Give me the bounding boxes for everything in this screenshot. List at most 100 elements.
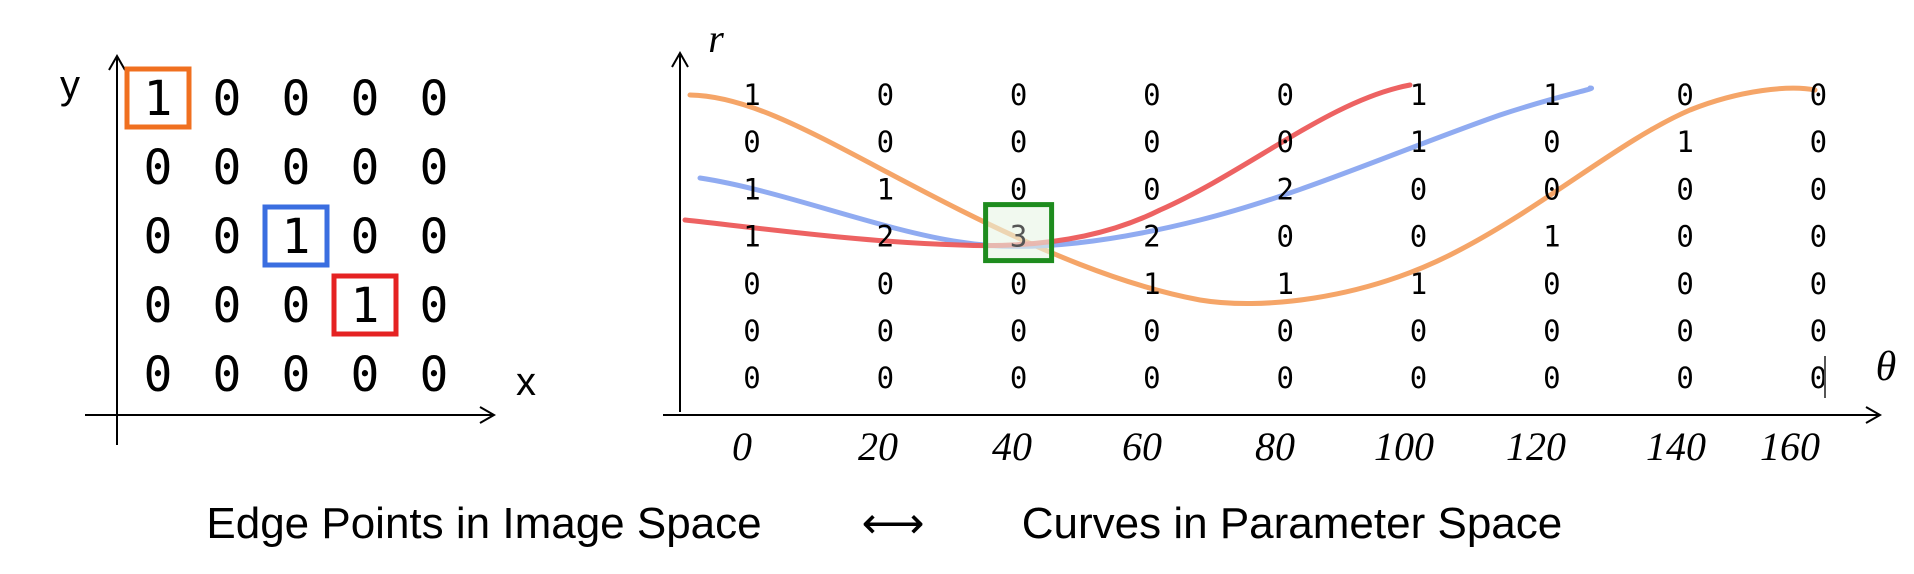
accumulator-cell: 0: [1676, 314, 1693, 348]
accumulator-cell: 1: [1410, 267, 1427, 301]
accumulator-cell: 0: [1143, 314, 1160, 348]
sinusoid-curves: [682, 82, 1818, 307]
accumulator-cell: 0: [1810, 220, 1827, 254]
accumulator-cell: 0: [1543, 172, 1560, 206]
theta-tick-labels: 0 20 40 60 80 100 120 140 160: [732, 424, 1820, 469]
theta-tick-label: 20: [858, 424, 898, 469]
accumulator-peak: [983, 202, 1055, 264]
image-cell: 0: [420, 209, 449, 265]
curve-red: [682, 82, 1413, 249]
accumulator-cell: 0: [743, 314, 760, 348]
accumulator-cell: 0: [877, 125, 894, 159]
accumulator-cell: 0: [1010, 78, 1027, 112]
accumulator-cell: 0: [877, 361, 894, 395]
accumulator-cell: 1: [1410, 125, 1427, 159]
accumulator-grid: 1 0 0 0 0 1 1 0 0 0 0 0 0 0 1 0 1 0 1 1 0 0 2 0 0 0 0 1 2 3 2 0 0 1 0 0 0 0 0 1…: [743, 78, 1827, 395]
accumulator-cell: 0: [1543, 361, 1560, 395]
accumulator-cell: 0: [1143, 172, 1160, 206]
image-cell: 0: [213, 140, 242, 196]
theta-tick-label: 160: [1760, 424, 1820, 469]
accumulator-cell: 0: [1410, 172, 1427, 206]
accumulator-cell: 0: [1276, 361, 1293, 395]
image-cell: 0: [282, 140, 311, 196]
param-theta-label: θ: [1876, 344, 1897, 390]
accumulator-cell: 1: [1543, 78, 1560, 112]
accumulator-cell: 1: [1543, 220, 1560, 254]
image-cell: 0: [144, 278, 173, 334]
param-r-label: r: [708, 16, 724, 61]
caption: Edge Points in Image Space ⟷ Curves in P…: [206, 499, 1562, 548]
theta-tick-label: 40: [992, 424, 1032, 469]
curve-orange: [687, 85, 1818, 307]
accumulator-cell: 0: [1810, 125, 1827, 159]
image-x-axis-arrowhead: [479, 406, 497, 424]
image-cell: 0: [420, 347, 449, 403]
accumulator-cell: 0: [1276, 78, 1293, 112]
theta-tick-label: 80: [1255, 424, 1295, 469]
image-cell: 0: [144, 209, 173, 265]
accumulator-cell: 2: [877, 220, 894, 254]
accumulator-cell: 0: [1143, 78, 1160, 112]
image-cell: 0: [144, 347, 173, 403]
accumulator-cell: 0: [1276, 125, 1293, 159]
accumulator-cell: 0: [877, 78, 894, 112]
accumulator-cell: 0: [1543, 125, 1560, 159]
accumulator-cell: 0: [877, 267, 894, 301]
image-highlights: [124, 66, 399, 337]
image-cell: 0: [351, 140, 380, 196]
accumulator-cell: 2: [1143, 220, 1160, 254]
edge-point-highlight: [331, 273, 399, 337]
image-cell: 0: [420, 278, 449, 334]
accumulator-cell: 0: [1010, 172, 1027, 206]
image-y-axis-arrowhead: [108, 53, 126, 71]
edge-point-highlight: [262, 204, 330, 268]
accumulator-cell: 0: [1676, 78, 1693, 112]
accumulator-cell: 1: [1676, 125, 1693, 159]
image-grid: 1 0 0 0 00 0 0 0 00 0 1 0 00 0 0 1 00 0 0 0 0: [144, 71, 449, 403]
image-cell: 0: [351, 209, 380, 265]
accumulator-cell: 1: [1276, 267, 1293, 301]
param-theta-axis-arrowhead: [1865, 406, 1883, 424]
caption-right: Curves in Parameter Space: [1022, 499, 1562, 548]
image-cell: 0: [420, 71, 449, 127]
theta-tick-label: 0: [732, 424, 752, 469]
accumulator-cell: 0: [1810, 267, 1827, 301]
image-cell: 1: [282, 209, 311, 265]
parameter-space-panel: r θ 1 0 0 0 0 1 1 0 00 0 0 0 0 1 0 1 01 1 0 0 2 0 0 0 01 2 3 2 0 0 1 0 0…: [663, 16, 1896, 469]
accumulator-cell: 0: [877, 314, 894, 348]
accumulator-cell: 1: [877, 172, 894, 206]
image-cell: 0: [213, 347, 242, 403]
image-cell: 1: [351, 278, 380, 334]
accumulator-cell: 1: [1143, 267, 1160, 301]
accumulator-cell: 0: [1410, 361, 1427, 395]
accumulator-cell: 0: [1676, 267, 1693, 301]
image-cell: 1: [144, 71, 173, 127]
accumulator-cell: 2: [1276, 172, 1293, 206]
image-cell: 0: [213, 278, 242, 334]
accumulator-cell: 0: [1010, 361, 1027, 395]
accumulator-cell: 0: [1810, 314, 1827, 348]
accumulator-cell: 1: [743, 78, 760, 112]
theta-tick-label: 120: [1506, 424, 1566, 469]
accumulator-cell: 0: [1810, 78, 1827, 112]
image-cell: 0: [351, 347, 380, 403]
accumulator-cell: 0: [1410, 314, 1427, 348]
accumulator-cell: 1: [743, 172, 760, 206]
image-cell: 0: [282, 71, 311, 127]
accumulator-cell: 0: [1410, 220, 1427, 254]
accumulator-cell: 0: [1010, 267, 1027, 301]
theta-tick-label: 100: [1374, 424, 1434, 469]
param-r-axis-arrowhead: [671, 50, 689, 68]
image-cell: 0: [213, 71, 242, 127]
accumulator-cell: 1: [1410, 78, 1427, 112]
image-y-label: y: [60, 63, 80, 107]
accumulator-cell: 0: [1276, 314, 1293, 348]
accumulator-cell: 0: [1143, 125, 1160, 159]
accumulator-cell: 0: [1276, 220, 1293, 254]
caption-arrow: ⟷: [861, 499, 924, 548]
accumulator-cell: 0: [1143, 361, 1160, 395]
image-cell: 0: [420, 140, 449, 196]
caption-left: Edge Points in Image Space: [206, 499, 761, 548]
accumulator-cell: 1: [743, 220, 760, 254]
